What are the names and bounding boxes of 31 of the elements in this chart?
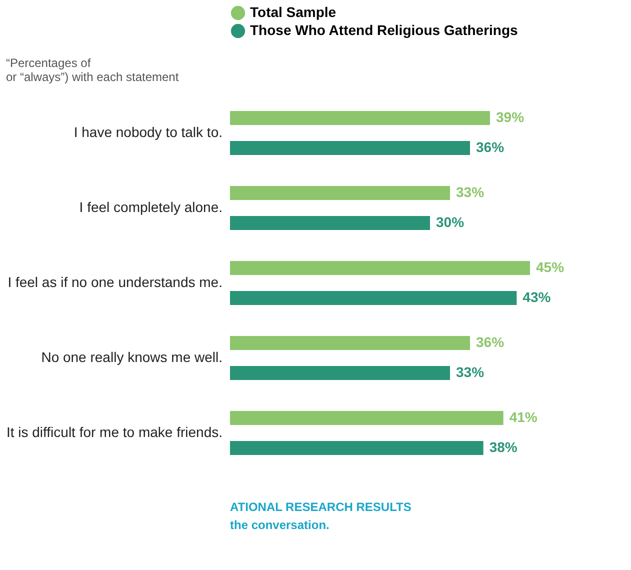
bar — [230, 216, 430, 230]
data-label: 43% — [522, 289, 552, 305]
data-label: 36% — [476, 139, 505, 155]
y-tick-label: I have nobody to talk to. — [74, 124, 222, 140]
y-tick-label: It is difficult for me to make friends. — [6, 424, 222, 440]
bar — [230, 441, 484, 455]
data-label: 45% — [536, 259, 565, 275]
text: ATIONAL RESEARCH RESULTS — [230, 500, 412, 514]
bar — [230, 186, 450, 200]
bar — [230, 336, 470, 350]
legend-label: Those Who Attend Religious Gatherings — [250, 22, 518, 38]
bar — [230, 291, 517, 305]
y-tick-label: No one really knows me well. — [41, 349, 222, 365]
text: or “always”) with each statement — [6, 70, 179, 84]
bar — [230, 411, 504, 425]
data-label: 36% — [476, 334, 505, 350]
bar — [230, 366, 450, 380]
data-label: 41% — [509, 409, 538, 425]
bar — [230, 261, 530, 275]
bar — [230, 141, 470, 155]
data-label: 33% — [456, 184, 485, 200]
data-label: 33% — [456, 364, 485, 380]
data-label: 39% — [496, 109, 525, 125]
data-label: 30% — [436, 214, 465, 230]
bar — [230, 111, 490, 125]
text: the conversation. — [230, 518, 330, 532]
text: “Percentages of — [6, 56, 91, 70]
y-tick-label: I feel as if no one understands me. — [8, 274, 222, 290]
legend-label: Total Sample — [250, 4, 336, 20]
y-tick-label: I feel completely alone. — [79, 199, 222, 215]
data-label: 38% — [489, 439, 518, 455]
